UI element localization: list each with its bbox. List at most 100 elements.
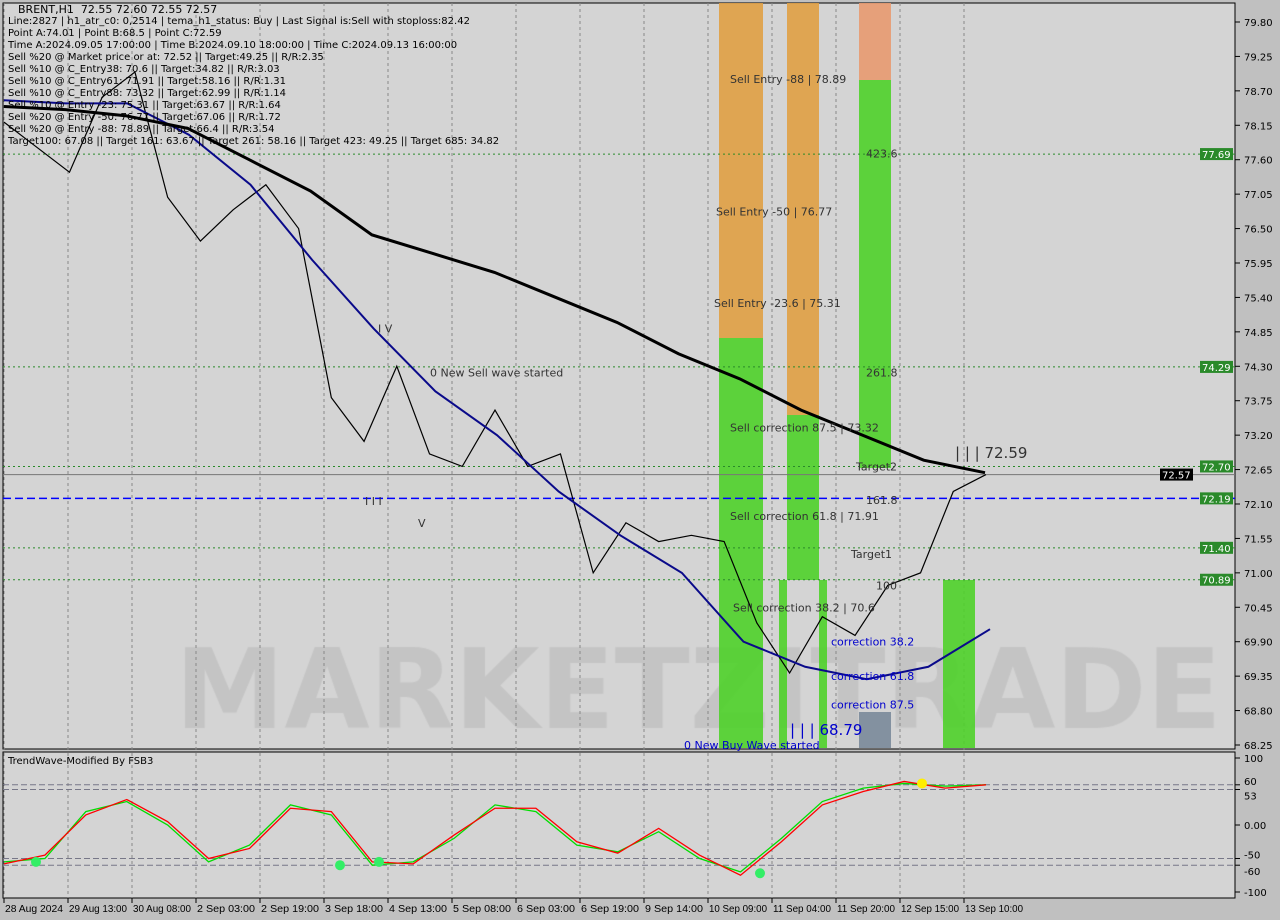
black-ma-line	[3, 105, 986, 475]
x-tick-label: 4 Sep 13:00	[389, 904, 447, 915]
info-line: Sell %10 @ Entry -23: 75.31 || Target:63…	[8, 100, 281, 111]
osc-signal-dot	[755, 868, 765, 879]
info-line: Sell %10 @ C_Entry38: 70.6 || Target:34.…	[8, 64, 280, 75]
osc-tick-label: 0.00	[1244, 821, 1266, 832]
chart-annotation: correction 38.2	[831, 636, 914, 649]
chart-annotation: Sell correction 38.2 | 70.6	[733, 601, 875, 614]
level-label: 72.70	[1202, 462, 1231, 473]
x-tick-label: 2 Sep 19:00	[261, 904, 319, 915]
level-box	[1200, 360, 1233, 373]
symbol-title: BRENT,H1 72.55 72.60 72.55 72.57	[18, 3, 218, 16]
zone-block	[819, 580, 827, 748]
level-label: 70.89	[1202, 576, 1231, 587]
blue-level-box	[1200, 492, 1233, 505]
chart-annotation: Target1	[850, 548, 892, 561]
chart-annotation: Sell Entry -50 | 76.77	[716, 206, 832, 219]
x-tick-label: 10 Sep 09:00	[709, 904, 767, 915]
info-line: Point A:74.01 | Point B:68.5 | Point C:7…	[8, 28, 222, 39]
y-tick-label: 75.40	[1244, 293, 1273, 304]
zone-block	[859, 712, 891, 748]
y-tick-label: 77.60	[1244, 156, 1273, 167]
y-tick-label: 68.25	[1244, 741, 1273, 752]
x-tick-label: 11 Sep 20:00	[837, 904, 895, 915]
chart-annotation: | | | 72.59	[955, 444, 1027, 462]
chart-annotation: Target2	[855, 460, 897, 473]
y-tick-label: 71.00	[1244, 569, 1273, 580]
info-line: Sell %10 @ C_Entry88: 73.32 || Target:62…	[8, 88, 287, 99]
osc-tick-label: -60	[1244, 867, 1260, 878]
y-tick-label: 73.75	[1244, 397, 1273, 408]
x-tick-label: 2 Sep 03:00	[197, 904, 255, 915]
chart-annotation: Sell correction 87.5 | 73.32	[730, 422, 879, 435]
chart-annotation: 0 New Sell wave started	[430, 367, 563, 380]
y-tick-label: 71.55	[1244, 534, 1273, 545]
osc-signal-dot	[31, 856, 41, 867]
x-tick-label: 30 Aug 08:00	[133, 904, 191, 915]
chart-annotation: 423.6	[866, 147, 898, 160]
y-tick-label: 69.35	[1244, 672, 1273, 683]
zone-block	[859, 3, 891, 80]
zone-block	[719, 3, 763, 338]
osc-signal-dot	[917, 778, 927, 789]
osc-tick-label: 100	[1244, 754, 1263, 765]
x-tick-label: 12 Sep 15:00	[901, 904, 959, 915]
chart-annotation: correction 61.8	[831, 670, 914, 683]
y-tick-label: 72.65	[1244, 466, 1273, 477]
chart-annotation: | | | 68.79	[790, 721, 862, 739]
price-line	[3, 71, 987, 675]
zone-block	[943, 580, 975, 748]
chart-annotation: correction 87.5	[831, 698, 914, 711]
zone-block	[719, 338, 763, 748]
y-tick-label: 78.15	[1244, 121, 1273, 132]
chart-info-panel: BRENT,H1 72.55 72.60 72.55 72.57 Line:282…	[8, 4, 499, 148]
y-tick-label: 72.10	[1244, 500, 1273, 511]
x-tick-label: 11 Sep 04:00	[773, 904, 831, 915]
info-line: Target100: 67.08 || Target 161: 63.67 ||…	[8, 136, 500, 147]
y-tick-label: 70.45	[1244, 603, 1273, 614]
chart-annotation: 100	[876, 579, 897, 592]
osc-tick-label: 53	[1244, 791, 1257, 802]
chart-annotation: 261.8	[866, 367, 898, 380]
x-tick-label: 5 Sep 08:00	[453, 904, 511, 915]
level-box	[1200, 460, 1233, 473]
level-label: 74.29	[1202, 363, 1231, 374]
blue-level-label: 72.19	[1202, 494, 1231, 505]
zone-block	[859, 80, 891, 468]
level-box	[1200, 541, 1233, 554]
current-price-box	[1160, 468, 1193, 481]
level-label: 77.69	[1202, 150, 1231, 161]
osc-tick-label: 60	[1244, 777, 1257, 788]
x-tick-label: 6 Sep 19:00	[581, 904, 639, 915]
osc-tick-label: -50	[1244, 851, 1260, 862]
oscillator-plot-area	[2, 751, 1236, 899]
zone-block	[787, 3, 819, 415]
x-tick-label: 3 Sep 18:00	[325, 904, 383, 915]
y-tick-label: 69.90	[1244, 638, 1273, 649]
info-line: Sell %20 @ Market price or at: 72.52 || …	[8, 52, 324, 63]
chart-annotation: Sell correction 61.8 | 71.91	[730, 510, 879, 523]
chart-annotation: Sell Entry -23.6 | 75.31	[714, 297, 841, 310]
info-line: Time A:2024.09.05 17:00:00 | Time B:2024…	[8, 40, 458, 51]
y-tick-label: 73.20	[1244, 431, 1273, 442]
y-tick-label: 79.25	[1244, 52, 1273, 63]
info-line: Sell %20 @ Entry -50: 76.77 || Target:67…	[8, 112, 281, 123]
osc-green-line	[3, 782, 987, 873]
current-price-label: 72.57	[1162, 471, 1191, 482]
info-line: Sell %10 @ C_Entry61: 71.91 || Target:58…	[8, 76, 287, 87]
level-box	[1200, 148, 1233, 161]
watermark-logo	[0, 0, 1280, 750]
info-line: Sell %20 @ Entry -88: 78.89 || Target:66…	[8, 124, 275, 135]
level-label: 71.40	[1202, 544, 1231, 555]
chart-annotation: 161.8	[866, 494, 898, 507]
oscillator-title: TrendWave-Modified By FSB3	[7, 756, 153, 767]
y-tick-label: 79.80	[1244, 18, 1273, 29]
y-tick-label: 75.95	[1244, 259, 1273, 270]
y-tick-label: 77.05	[1244, 190, 1273, 201]
chart-annotation: V	[418, 517, 426, 530]
osc-tick-label: -100	[1244, 888, 1267, 899]
x-tick-label: 28 Aug 2024	[5, 904, 63, 915]
osc-red-line	[3, 780, 987, 877]
x-tick-label: 9 Sep 14:00	[645, 904, 703, 915]
y-tick-label: 74.85	[1244, 328, 1273, 339]
